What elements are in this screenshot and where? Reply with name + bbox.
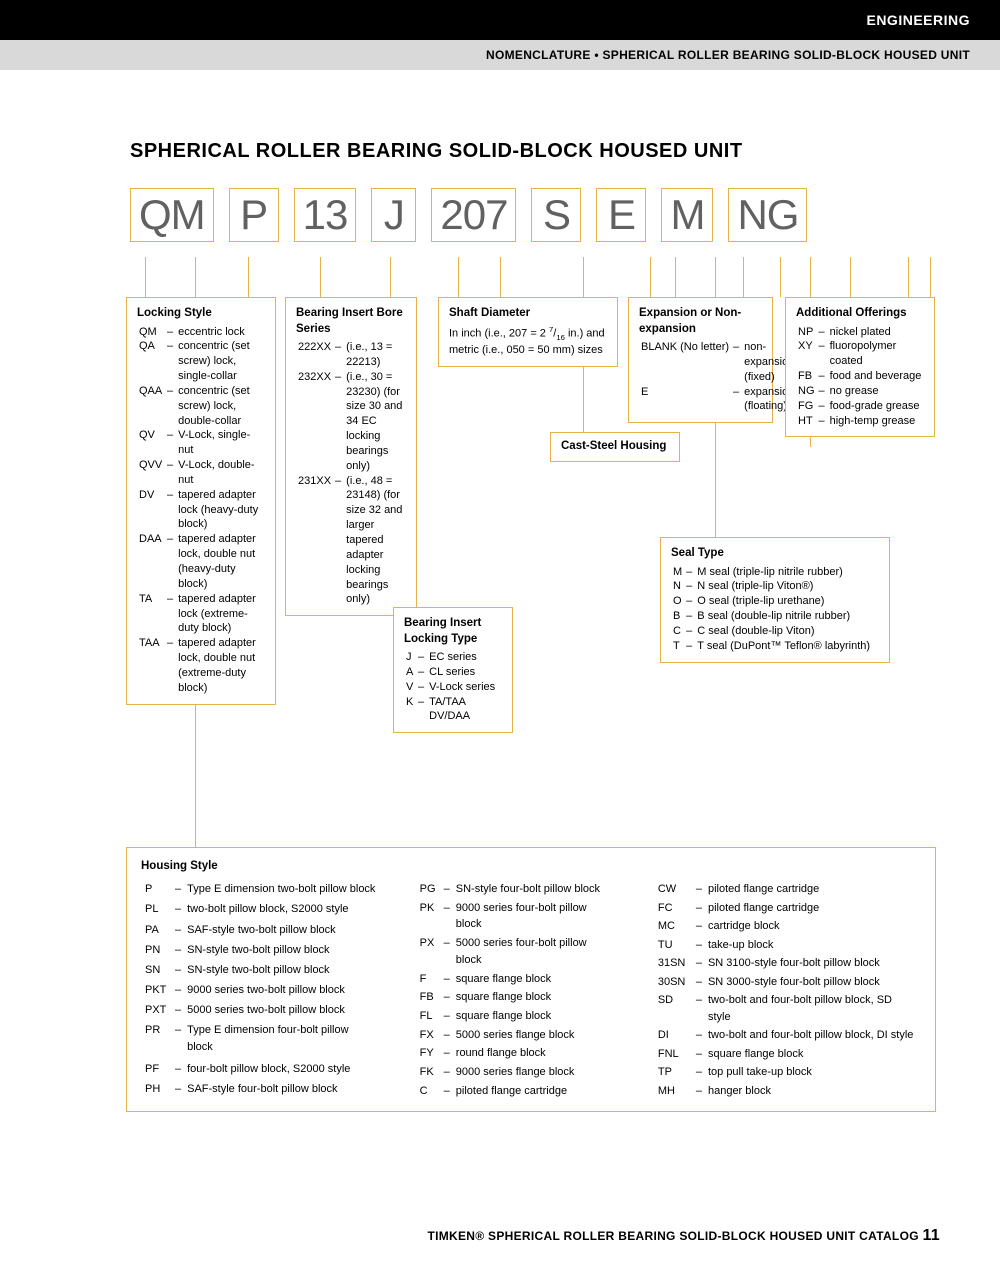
bore-series-title: Bearing Insert Bore Series (296, 306, 406, 337)
housing-style-title: Housing Style (141, 858, 921, 875)
header-subheader: NOMENCLATURE • SPHERICAL ROLLER BEARING … (0, 40, 1000, 70)
cast-steel-title: Cast-Steel Housing (561, 439, 669, 455)
header-category: ENGINEERING (0, 0, 1000, 40)
diagram-area: Locking Style QM–eccentric lockQA–concen… (130, 257, 940, 1127)
connector-line (850, 257, 851, 297)
connector-line (675, 257, 676, 297)
shaft-diameter-box: Shaft Diameter In inch (i.e., 207 = 2 7/… (438, 297, 618, 367)
additional-box: Additional Offerings NP–nickel platedXY–… (785, 297, 935, 437)
code-row: QM P 13 J 207 S E M NG (130, 188, 940, 242)
shaft-diameter-desc: In inch (i.e., 207 = 2 7/16 in.) and met… (449, 325, 607, 358)
cast-steel-box: Cast-Steel Housing (550, 432, 680, 462)
locking-style-box: Locking Style QM–eccentric lockQA–concen… (126, 297, 276, 705)
code-p: P (229, 188, 279, 242)
code-m: M (661, 188, 713, 242)
code-ng: NG (728, 188, 807, 242)
footer-brand: TIMKEN® (427, 1229, 484, 1243)
bore-series-box: Bearing Insert Bore Series 222XX–(i.e., … (285, 297, 417, 616)
locking-type-title: Bearing Insert Locking Type (404, 616, 502, 647)
code-qm: QM (130, 188, 214, 242)
footer-text: SPHERICAL ROLLER BEARING SOLID-BLOCK HOU… (488, 1229, 919, 1243)
connector-line (743, 257, 744, 297)
housing-style-box: Housing Style P–Type E dimension two-bol… (126, 847, 936, 1112)
footer: TIMKEN® SPHERICAL ROLLER BEARING SOLID-B… (427, 1227, 940, 1245)
shaft-diameter-title: Shaft Diameter (449, 306, 607, 322)
code-207: 207 (431, 188, 516, 242)
code-j: J (371, 188, 416, 242)
footer-page: 11 (922, 1227, 940, 1244)
locking-type-box: Bearing Insert Locking Type J–EC seriesA… (393, 607, 513, 733)
connector-line (908, 257, 909, 297)
connector-line (780, 257, 781, 297)
seal-type-box: Seal Type M–M seal (triple-lip nitrile r… (660, 537, 890, 663)
page-title: SPHERICAL ROLLER BEARING SOLID-BLOCK HOU… (130, 140, 940, 163)
code-s: S (531, 188, 581, 242)
connector-line (320, 257, 321, 297)
expansion-title: Expansion or Non-expansion (639, 306, 762, 337)
code-13: 13 (294, 188, 357, 242)
expansion-box: Expansion or Non-expansion BLANK (No let… (628, 297, 773, 423)
connector-line (248, 257, 249, 297)
seal-type-title: Seal Type (671, 546, 879, 562)
connector-line (930, 257, 931, 297)
page-content: SPHERICAL ROLLER BEARING SOLID-BLOCK HOU… (0, 70, 1000, 1127)
additional-title: Additional Offerings (796, 306, 924, 322)
code-e: E (596, 188, 646, 242)
connector-line (458, 257, 459, 297)
connector-line (500, 257, 501, 297)
connector-line (650, 257, 651, 297)
locking-style-title: Locking Style (137, 306, 265, 322)
connector-line (145, 257, 146, 297)
